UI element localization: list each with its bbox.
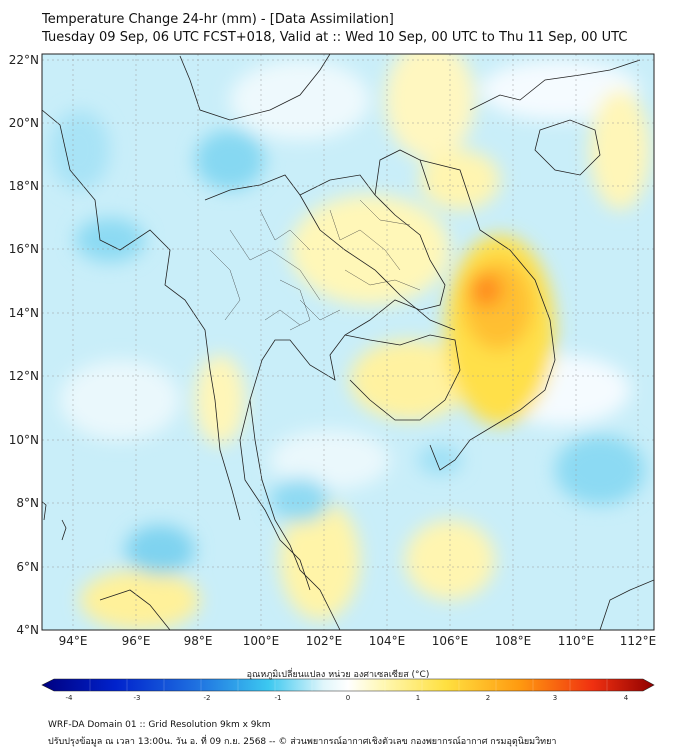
temperature-field xyxy=(42,54,654,630)
colorbar-tick-label: -3 xyxy=(134,694,141,702)
colorbar-tick-label: 0 xyxy=(346,694,350,702)
province-boundaries xyxy=(209,199,421,331)
country-boundaries xyxy=(42,54,654,630)
lat-ticks: 22°N 20°N 18°N 16°N 14°N 12°N 10°N 8°N 6… xyxy=(9,53,39,637)
grid-lines xyxy=(42,54,654,630)
lon-tick-label: 110°E xyxy=(558,634,595,648)
lat-tick-label: 6°N xyxy=(16,560,39,574)
colorbar-tick-label: 2 xyxy=(486,694,490,702)
map-subtitle: Tuesday 09 Sep, 06 UTC FCST+018, Valid a… xyxy=(42,30,628,45)
footer-domain-info: WRF-DA Domain 01 :: Grid Resolution 9km … xyxy=(48,720,271,730)
lat-tick-label: 12°N xyxy=(9,369,39,383)
lon-tick-label: 108°E xyxy=(495,634,532,648)
footer-update-info: ปรับปรุงข้อมูล ณ เวลา 13:00น. วัน อ. ที่… xyxy=(48,737,557,747)
lon-tick-label: 102°E xyxy=(306,634,343,648)
colorbar-bar xyxy=(41,678,655,692)
lat-tick-label: 8°N xyxy=(16,496,39,510)
lon-tick-label: 98°E xyxy=(184,634,213,648)
lat-tick-label: 14°N xyxy=(9,306,39,320)
lat-tick-label: 22°N xyxy=(9,53,39,67)
lon-tick-label: 100°E xyxy=(243,634,280,648)
lat-tick-label: 18°N xyxy=(9,179,39,193)
lon-tick-label: 96°E xyxy=(122,634,151,648)
lat-tick-label: 16°N xyxy=(9,242,39,256)
colorbar: -4 -3 -2 -1 0 1 2 3 4 xyxy=(41,678,655,702)
colorbar-tick-label: -4 xyxy=(66,694,74,702)
lon-tick-label: 104°E xyxy=(369,634,406,648)
colorbar-tick-label: 3 xyxy=(553,694,557,702)
lon-tick-label: 106°E xyxy=(432,634,469,648)
colorbar-title: อุณหภูมิเปลี่ยนแปลง หน่วย องศาเซลเซียส (… xyxy=(246,670,430,680)
lat-tick-label: 20°N xyxy=(9,116,39,130)
map-frame xyxy=(41,53,655,631)
lon-tick-label: 94°E xyxy=(59,634,88,648)
colorbar-tick-label: 4 xyxy=(624,694,629,702)
lat-tick-label: 10°N xyxy=(9,433,39,447)
colorbar-tick-label: 1 xyxy=(416,694,420,702)
map-title: Temperature Change 24-hr (mm) - [Data As… xyxy=(42,12,394,27)
lat-tick-label: 4°N xyxy=(16,623,39,637)
colorbar-tick-label: -1 xyxy=(275,694,282,702)
colorbar-tick-label: -2 xyxy=(204,694,211,702)
lon-tick-label: 112°E xyxy=(620,634,657,648)
lon-ticks: 94°E 96°E 98°E 100°E 102°E 104°E 106°E 1… xyxy=(59,634,657,648)
